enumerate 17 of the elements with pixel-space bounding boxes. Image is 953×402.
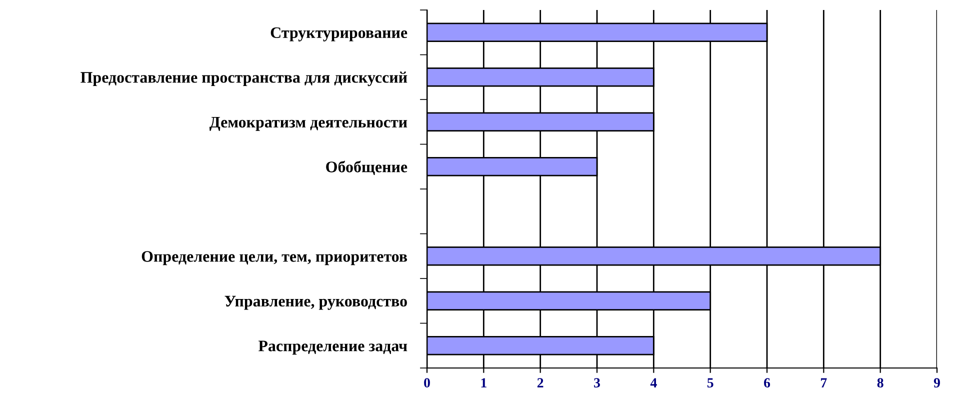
x-tick-label: 4	[650, 378, 657, 388]
x-tick-label: 8	[877, 378, 884, 388]
x-tick-label: 0	[424, 378, 430, 388]
x-tick-label: 2	[537, 378, 544, 388]
y-tick-label: Определение цели, тем, приоритетов	[142, 251, 408, 266]
y-tick-label: Распределение задач	[258, 340, 408, 355]
y-tick-label: Предоставление пространства для дискуссий	[80, 72, 408, 86]
x-tick-label: 9	[934, 378, 940, 388]
x-tick-label: 6	[764, 378, 770, 388]
x-tick-label: 5	[707, 378, 714, 388]
y-tick-label: Демократизм деятельности	[209, 116, 408, 131]
y-tick-label: Структурирование	[270, 27, 408, 42]
y-tick-label: Обобщение	[326, 160, 408, 175]
x-tick-label: 3	[594, 378, 600, 388]
y-tick-label: Управление, руководство	[224, 296, 407, 310]
x-tick-label: 1	[481, 378, 486, 388]
x-tick-label: 7	[820, 378, 827, 388]
